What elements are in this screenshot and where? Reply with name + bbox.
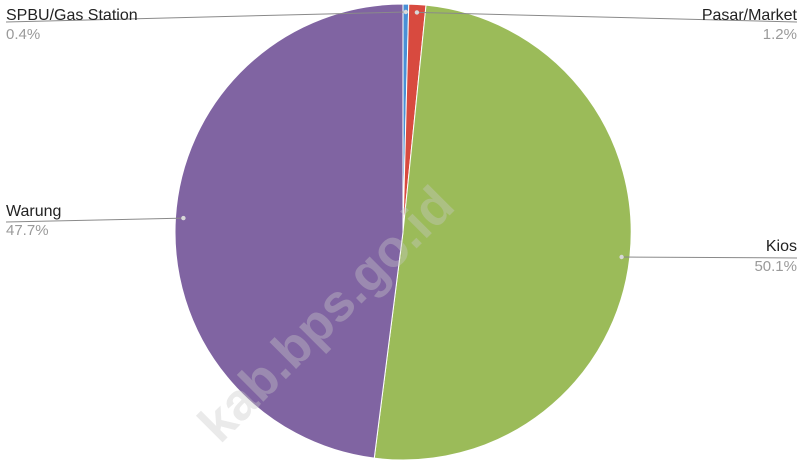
slice-label-spbu: SPBU/Gas Station [6, 7, 138, 24]
legend-label-pasar: Pasar/Market 1.2% [702, 7, 798, 43]
slice-label-pasar: Pasar/Market [702, 7, 798, 24]
slice-value-kios: 50.1% [754, 258, 797, 275]
leader-line-pasar [416, 11, 798, 23]
leader-line-kios [621, 256, 798, 259]
pie-slice-warung [174, 3, 404, 459]
slice-label-kios: Kios [766, 238, 797, 255]
legend-label-spbu: SPBU/Gas Station 0.4% [6, 7, 138, 43]
pie-slices [174, 3, 632, 460]
leader-line-warung [5, 217, 184, 223]
leader-lines [5, 9, 798, 260]
leader-dot-kios [619, 254, 624, 260]
pie-slice-kios [373, 4, 632, 460]
slice-value-warung: 47.7% [6, 222, 49, 239]
legend-label-kios: Kios 50.1% [754, 238, 797, 275]
leader-dot-warung [181, 215, 186, 221]
leader-line-spbu [5, 11, 406, 23]
slice-value-spbu: 0.4% [6, 26, 40, 43]
leader-dot-spbu [403, 9, 408, 15]
slice-label-warung: Warung [6, 203, 61, 220]
slice-value-pasar: 1.2% [763, 26, 797, 43]
leader-dot-pasar [414, 10, 420, 15]
legend-label-warung: Warung 47.7% [6, 203, 61, 239]
